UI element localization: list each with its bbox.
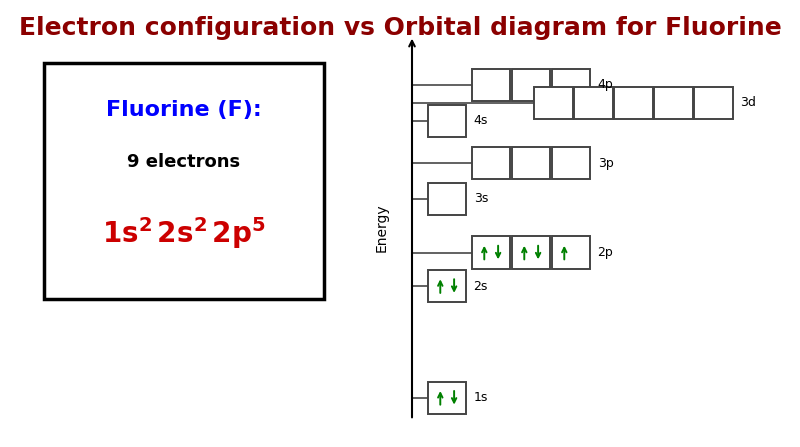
Bar: [512, 236, 550, 269]
Bar: [694, 87, 733, 119]
Bar: [428, 382, 466, 414]
Bar: [552, 147, 590, 179]
Bar: [534, 87, 573, 119]
Bar: [614, 87, 653, 119]
Text: 9 electrons: 9 electrons: [127, 153, 241, 171]
Bar: [428, 105, 466, 137]
Text: Electron configuration vs Orbital diagram for Fluorine: Electron configuration vs Orbital diagra…: [18, 16, 782, 40]
Text: 3d: 3d: [740, 96, 756, 110]
Bar: [472, 69, 510, 101]
Bar: [552, 69, 590, 101]
Text: Fluorine (F):: Fluorine (F):: [106, 100, 262, 120]
Bar: [472, 147, 510, 179]
Text: 2p: 2p: [598, 246, 614, 259]
Text: Energy: Energy: [374, 204, 389, 252]
Bar: [654, 87, 693, 119]
Bar: [428, 270, 466, 302]
Bar: [428, 183, 466, 215]
Bar: [552, 236, 590, 269]
Text: 3p: 3p: [598, 156, 614, 170]
Text: 1s: 1s: [474, 391, 488, 405]
Text: 4p: 4p: [598, 78, 614, 92]
Text: 2s: 2s: [474, 279, 488, 293]
Text: 4s: 4s: [474, 114, 488, 127]
Text: $\mathbf{1s^2\,2s^2\,2p^5}$: $\mathbf{1s^2\,2s^2\,2p^5}$: [102, 215, 266, 251]
Bar: [512, 147, 550, 179]
Bar: [574, 87, 613, 119]
Text: 3s: 3s: [474, 192, 488, 206]
Bar: [44, 63, 324, 299]
Bar: [512, 69, 550, 101]
Bar: [472, 236, 510, 269]
